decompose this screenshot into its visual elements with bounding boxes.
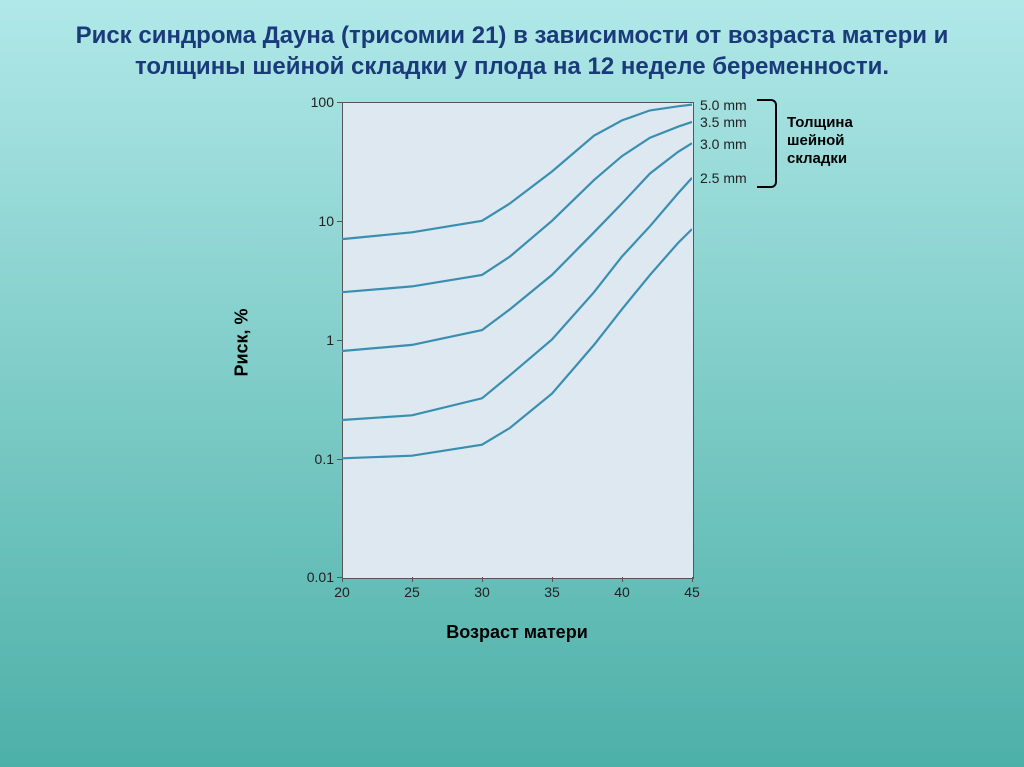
x-tick-label: 35: [544, 584, 560, 600]
x-tick-label: 45: [684, 584, 700, 600]
series-label: 5.0 mm: [700, 97, 747, 113]
series-label: 3.0 mm: [700, 136, 747, 152]
x-tick-label: 40: [614, 584, 630, 600]
x-tick-label: 20: [334, 584, 350, 600]
y-tick-label: 0.1: [284, 451, 334, 467]
y-tick-label: 1: [284, 332, 334, 348]
series-line: [342, 144, 692, 352]
legend-bracket: [757, 99, 777, 188]
x-tick-label: 30: [474, 584, 490, 600]
legend-title: Толщина шейной складки: [787, 114, 853, 168]
risk-chart: Риск, % Возраст матери Толщина шейной ск…: [212, 92, 812, 652]
series-label: 3.5 mm: [700, 114, 747, 130]
page-title: Риск синдрома Дауна (трисомии 21) в зави…: [0, 0, 1024, 92]
series-line: [342, 178, 692, 420]
series-line: [342, 229, 692, 458]
series-label: 2.5 mm: [700, 170, 747, 186]
y-axis-label: Риск, %: [232, 309, 253, 377]
series-line: [342, 122, 692, 292]
y-tick-label: 0.01: [284, 569, 334, 585]
chart-curves: [342, 102, 692, 577]
y-tick-label: 10: [284, 213, 334, 229]
y-tick-label: 100: [284, 94, 334, 110]
x-tick-label: 25: [404, 584, 420, 600]
x-axis-label: Возраст матери: [446, 622, 588, 643]
series-line: [342, 105, 692, 240]
